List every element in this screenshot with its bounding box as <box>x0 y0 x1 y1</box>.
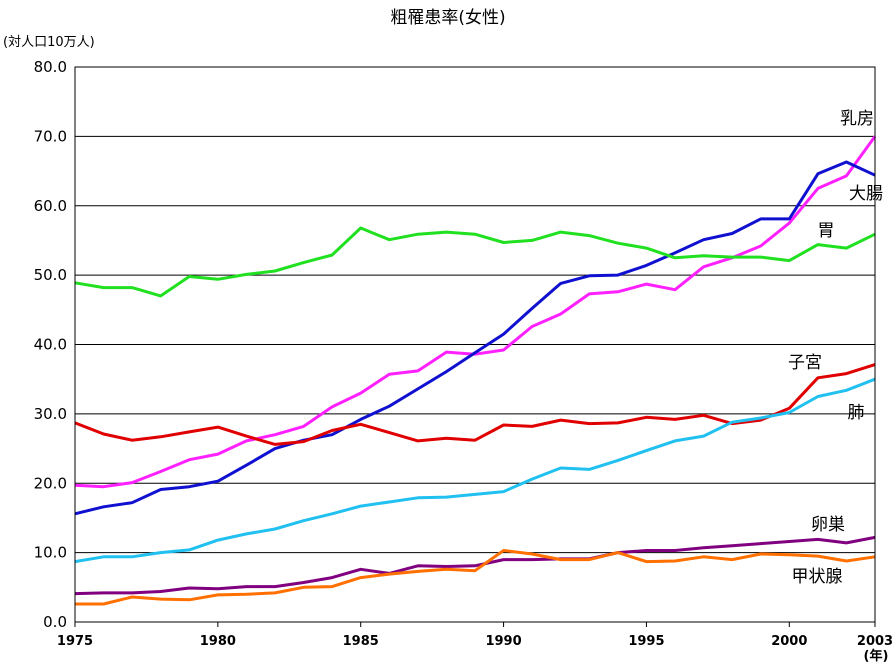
x-tick-label: 1980 <box>200 634 236 649</box>
series-line <box>74 377 876 564</box>
series-line <box>75 549 876 606</box>
series-label: 大腸 <box>849 184 883 204</box>
x-tick-label: 2003 <box>857 634 893 649</box>
x-tick-label: 1995 <box>628 634 664 649</box>
x-tick-label: 1975 <box>57 634 93 649</box>
y-tick-label: 10.0 <box>34 544 67 562</box>
y-tick-label: 50.0 <box>34 266 67 284</box>
y-axis-ticks: 0.0 10.0 20.0 30.0 40.0 50.0 60.0 70.0 80.0 <box>34 58 67 631</box>
series-label: 胃 <box>818 221 835 241</box>
series-lines <box>74 135 877 606</box>
series-line <box>74 535 876 596</box>
plot-area-border <box>74 66 876 623</box>
x-axis-unit-label: (年) <box>864 648 889 664</box>
x-axis-ticks: 1975 1980 1985 1990 1995 2000 2003 <box>57 622 893 649</box>
y-axis-unit-label: (対人口10万人) <box>3 35 95 50</box>
series-label: 乳房 <box>840 109 874 129</box>
x-tick-label: 1990 <box>485 634 521 649</box>
series-label: 卵巣 <box>811 515 845 535</box>
series-label: 肺 <box>848 403 865 423</box>
series-line <box>74 160 876 516</box>
y-tick-label: 20.0 <box>34 474 67 492</box>
y-tick-label: 70.0 <box>34 127 67 145</box>
chart-title: 粗罹患率(女性) <box>390 8 505 28</box>
y-tick-label: 60.0 <box>34 197 67 215</box>
x-tick-label: 2000 <box>771 634 807 649</box>
y-tick-label: 80.0 <box>34 58 67 76</box>
series-label: 甲状腺 <box>792 567 843 587</box>
series-line <box>74 363 876 446</box>
y-tick-label: 40.0 <box>34 336 67 354</box>
series-label: 子宮 <box>788 353 822 373</box>
series-line <box>74 226 876 298</box>
gridlines <box>75 135 875 554</box>
series-line <box>74 135 877 489</box>
y-tick-label: 0.0 <box>43 613 67 631</box>
y-tick-label: 30.0 <box>34 405 67 423</box>
x-tick-label: 1985 <box>343 634 379 649</box>
